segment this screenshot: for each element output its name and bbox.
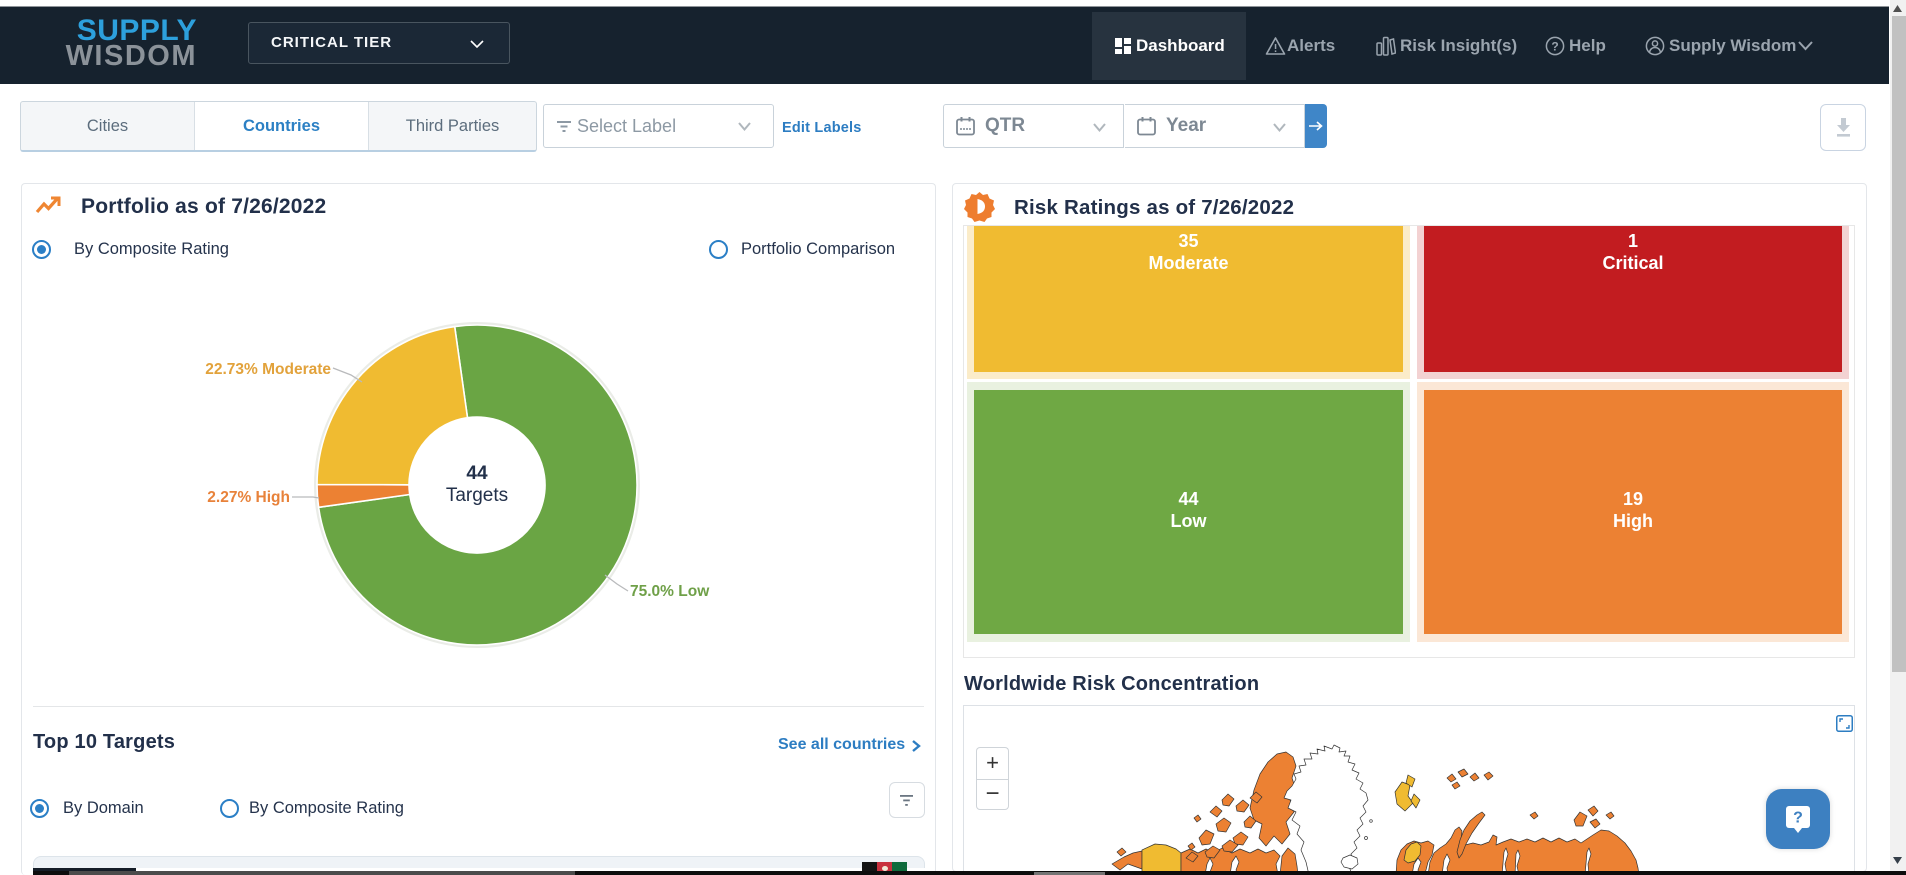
svg-text:2.27% High: 2.27% High — [207, 489, 290, 506]
svg-text:?: ? — [1551, 40, 1558, 54]
svg-text:75.0% Low: 75.0% Low — [630, 583, 710, 600]
svg-text:44: 44 — [466, 463, 488, 484]
svg-text:22.73% Moderate: 22.73% Moderate — [205, 361, 331, 378]
svg-text:?: ? — [1793, 810, 1803, 827]
svg-text:Targets: Targets — [446, 485, 508, 506]
